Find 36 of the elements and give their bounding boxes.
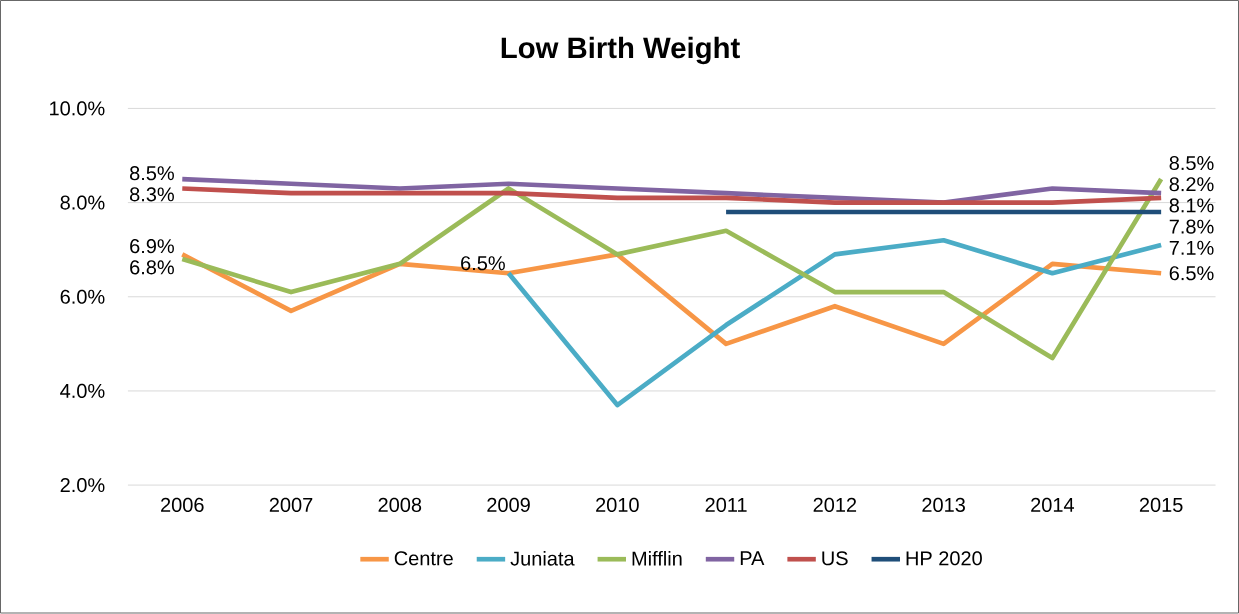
x-tick-label: 2008 xyxy=(378,498,422,513)
chart-title: Low Birth Weight xyxy=(501,36,740,65)
x-tick-label: 2009 xyxy=(487,498,530,513)
data-label: 6.5% xyxy=(1169,266,1214,281)
y-tick-label: 10.0% xyxy=(50,101,105,116)
y-tick-label: 6.0% xyxy=(60,289,105,305)
legend-label: HP 2020 xyxy=(906,551,982,566)
data-label: 8.5% xyxy=(1169,156,1214,171)
line-series xyxy=(179,176,1164,361)
legend-label: US xyxy=(822,551,848,566)
x-tick-label: 2010 xyxy=(596,498,639,513)
x-tick-label: 2006 xyxy=(161,498,204,513)
x-tick-label: 2012 xyxy=(813,498,857,513)
data-label: 6.9% xyxy=(130,239,174,254)
data-label: 8.5% xyxy=(130,166,174,181)
legend-label: Juniata xyxy=(510,551,575,566)
line-series xyxy=(179,252,1164,347)
x-tick-label: 2007 xyxy=(269,498,313,513)
x-tick-label: 2014 xyxy=(1031,498,1075,513)
y-tick-label: 8.0% xyxy=(60,195,105,210)
x-tick-label: 2013 xyxy=(922,498,965,513)
y-tick-label: 4.0% xyxy=(60,384,105,399)
legend-label: Mifflin xyxy=(632,551,682,566)
y-tick-label: 2.0% xyxy=(60,478,105,493)
data-label: 6.5% xyxy=(461,256,505,271)
data-label: 8.1% xyxy=(1169,198,1214,213)
legend-label: PA xyxy=(740,551,765,566)
line-series xyxy=(506,238,1164,408)
legend-label: Centre xyxy=(394,551,453,566)
data-label: 7.8% xyxy=(1169,219,1214,234)
x-tick-label: 2011 xyxy=(705,498,747,513)
data-label: 6.8% xyxy=(130,260,174,275)
data-label: 8.2% xyxy=(1169,177,1214,192)
x-tick-label: 2015 xyxy=(1139,498,1183,513)
data-label: 8.3% xyxy=(130,187,174,202)
data-label: 7.1% xyxy=(1169,241,1214,256)
